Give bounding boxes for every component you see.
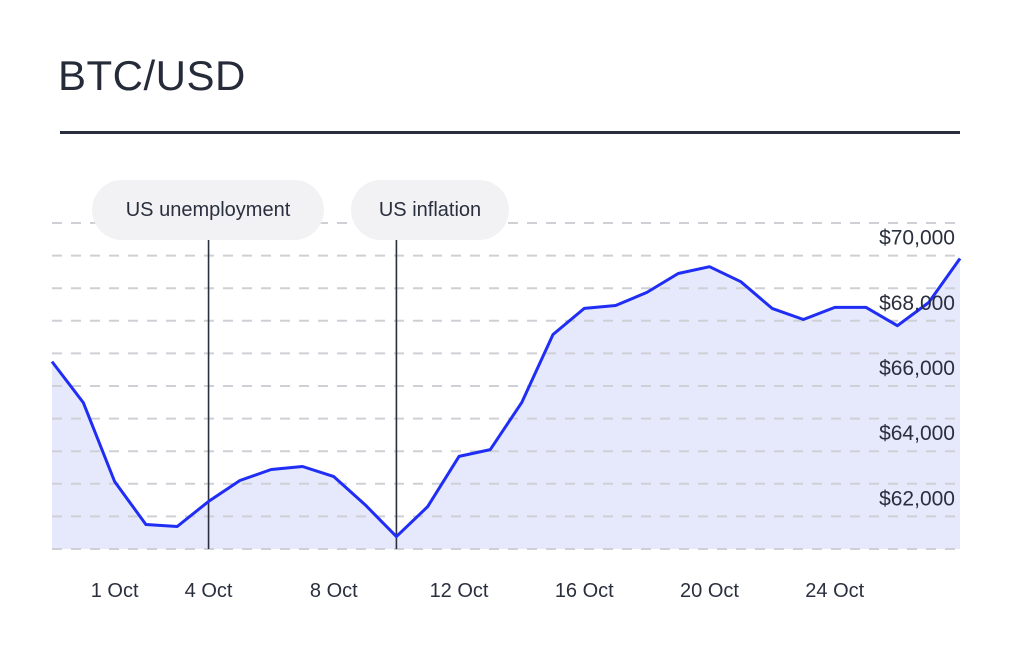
x-tick-label: 16 Oct	[555, 580, 614, 602]
title-divider	[60, 131, 960, 134]
area-fill	[52, 258, 960, 549]
x-tick-label: 1 Oct	[91, 580, 139, 602]
annotation-us-inflation: US inflation	[351, 180, 509, 240]
x-tick-label: 8 Oct	[310, 580, 358, 602]
price-line	[50, 257, 962, 539]
y-tick-label: $64,000	[879, 422, 955, 445]
annotation-us-unemployment: US unemployment	[92, 180, 324, 240]
x-tick-label: 20 Oct	[680, 580, 739, 602]
y-tick-label: $62,000	[879, 487, 955, 510]
x-tick-label: 12 Oct	[430, 580, 489, 602]
x-tick-label: 4 Oct	[185, 580, 233, 602]
y-tick-label: $66,000	[879, 357, 955, 380]
y-tick-label: $68,000	[879, 292, 955, 315]
chart-title: BTC/USD	[58, 52, 246, 99]
y-tick-label: $70,000	[879, 227, 955, 250]
x-tick-label: 24 Oct	[805, 580, 864, 602]
